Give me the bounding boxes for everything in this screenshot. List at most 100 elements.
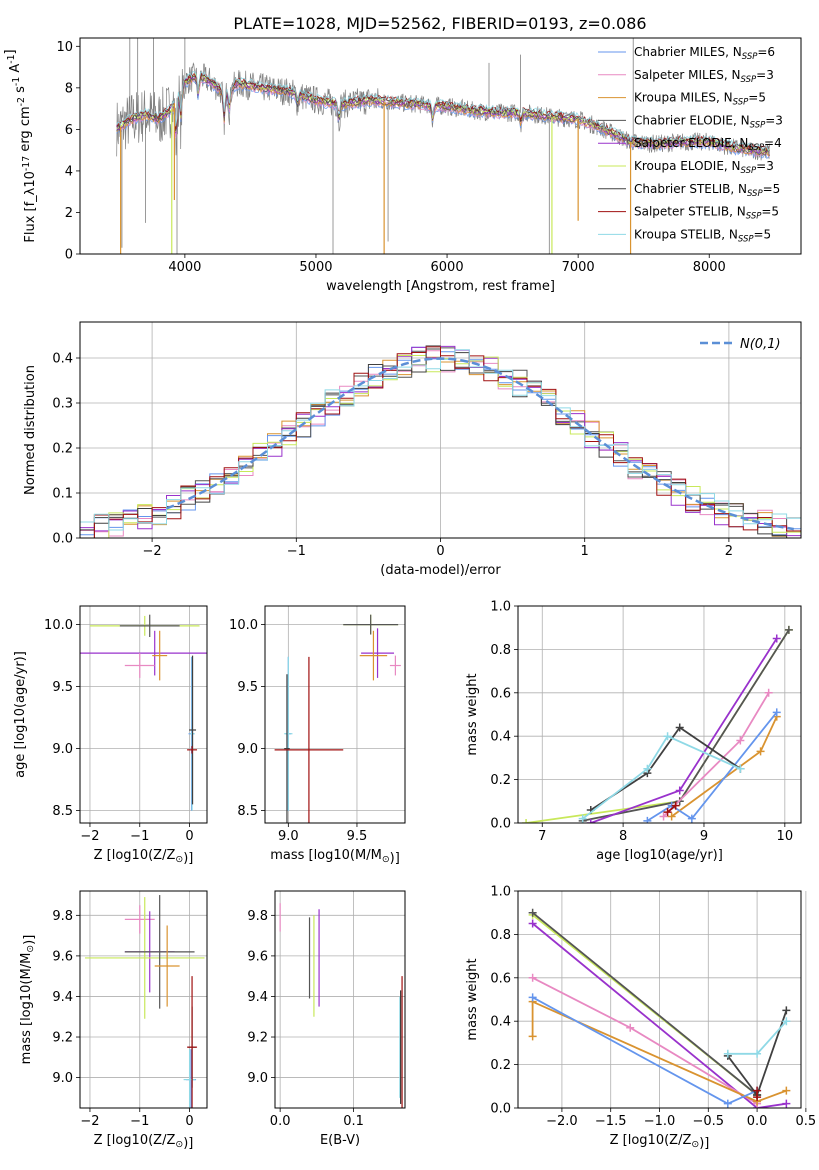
errorbar-point-S_STELIB [187, 746, 198, 754]
plot-area-spectrum [116, 38, 770, 254]
panel-weight_vs_Z: −2.0 −1.5 −1.0 −0.5 0.0 0.5 0.0 0.2 0.4 0.6 0.8 1.0… [465, 885, 816, 1152]
x-tick-label: −2 [80, 829, 99, 844]
weight-marker [528, 973, 537, 982]
y-tick-label: 0.8 [490, 643, 511, 658]
x-axis-label: Z [log10(Z/Z⊙)] [610, 1133, 710, 1151]
y-tick-label: 0.0 [52, 532, 73, 547]
legend-label: Kroupa ELODIE, NSSP=3 [634, 159, 774, 176]
y-tick-label: 9.8 [52, 909, 73, 924]
x-tick-label: 10 [777, 829, 794, 844]
y-tick-label: 8.5 [237, 804, 258, 819]
plot-area-mass_vs_Z [84, 895, 205, 1108]
axes-frame-spectrum: 4000 5000 6000 7000 8000 0 2 4 6 8 10 wavelength [A… [3, 37, 802, 294]
weight-marker [528, 919, 537, 928]
y-tick-label: 9.5 [237, 680, 258, 695]
plot-area-residuals [80, 345, 801, 538]
errorbar-point-S_MILES [389, 655, 401, 676]
x-tick-label: 5000 [299, 260, 332, 275]
x-tick-label: 7000 [562, 260, 595, 275]
histogram-S_STELIB [80, 346, 801, 538]
y-tick-label: 0.0 [490, 1102, 511, 1117]
weight-marker [663, 732, 672, 741]
axes-spines [79, 890, 208, 1109]
x-axis-label: Z [log10(Z/Z⊙)] [94, 1133, 194, 1151]
x-tick-label: −0.5 [693, 1114, 725, 1129]
x-tick-label: 8 [619, 829, 627, 844]
x-axis-label: mass [log10(M/M⊙)] [270, 848, 400, 866]
plot-area-mass_vs_EBV [279, 903, 403, 1108]
y-tick-label: 0 [65, 248, 73, 263]
y-tick-label: 0.1 [52, 487, 73, 502]
y-tick-label: 9.4 [247, 990, 268, 1005]
legend-label: Kroupa STELIB, NSSP=5 [634, 227, 771, 244]
weight-marker [675, 786, 684, 795]
x-tick-label: 0.0 [270, 1114, 291, 1129]
y-tick-label: 8.5 [52, 804, 73, 819]
errorbar-point-K_ELODIE [84, 897, 205, 1019]
weight-marker [643, 764, 652, 773]
weight-marker [528, 908, 537, 917]
panel-mass_vs_Z: −2 −1 0 9.0 9.2 9.4 9.6 9.8 Z [log10(Z/Z⊙)] mass … [19, 890, 208, 1151]
y-tick-label: 1.0 [490, 600, 511, 615]
y-tick-label: 10.0 [44, 618, 73, 633]
legend-label-gaussian: N(0,1) [740, 337, 781, 352]
legend-label: Kroupa MILES, NSSP=5 [634, 91, 766, 108]
y-axis-label: Normed distribution [23, 365, 38, 495]
weight-series-K_MILES [667, 712, 781, 821]
x-tick-label: 1 [581, 544, 589, 559]
axes-frame-mass_vs_EBV: 0.0 0.1 9.0 9.2 9.4 9.6 9.8 E(B-V) [247, 890, 406, 1148]
spectrum-legend: Chabrier MILES, NSSP=6 Salpeter MILES, NS… [598, 45, 783, 244]
x-tick-label: 9 [700, 829, 708, 844]
y-tick-label: 9.4 [52, 990, 73, 1005]
errorbar-point-C_ELODIE [343, 614, 399, 635]
y-tick-label: 9.6 [247, 949, 268, 964]
x-tick-label: −1 [287, 544, 306, 559]
legend-label: Chabrier STELIB, NSSP=5 [634, 182, 780, 199]
x-tick-label: 0 [436, 544, 444, 559]
x-tick-label: 0.5 [796, 1114, 817, 1129]
legend-label: Salpeter STELIB, NSSP=5 [634, 205, 779, 222]
x-tick-label: −1.5 [595, 1114, 627, 1129]
legend-label: Chabrier ELODIE, NSSP=3 [634, 113, 783, 130]
weight-series-S_MILES [528, 973, 762, 1108]
errorbar-point-K_MILES [359, 630, 388, 681]
x-tick-label: 0 [185, 1114, 193, 1129]
x-tick-label: 9.0 [278, 829, 299, 844]
weight-series-S_STELIB [753, 1086, 762, 1102]
weight-line [531, 1000, 787, 1103]
model-spectrum-K_STELIB [116, 71, 770, 152]
plot-area-age_vs_Z [80, 614, 207, 811]
y-axis-label: age [log10(age/yr)] [13, 651, 28, 778]
weight-marker [782, 1099, 791, 1108]
errorbar-point-C_ELODIE [124, 895, 195, 1009]
y-tick-label: 0.2 [490, 773, 511, 788]
x-tick-label: 9.5 [347, 829, 368, 844]
panel-weight_vs_age: 7 8 9 10 0.0 0.2 0.4 0.6 0.8 1.0 age [log10(age/yr… [465, 600, 802, 863]
y-axis-label: mass weight [465, 673, 480, 755]
weight-line [532, 922, 787, 1108]
axes-spines [264, 605, 406, 824]
errorbar-point-K_STELIB [183, 1049, 196, 1108]
errorbar-point-K_MILES [152, 630, 168, 681]
y-tick-label: 9.2 [247, 1031, 268, 1046]
y-tick-label: 9.5 [52, 680, 73, 695]
weight-marker [643, 816, 652, 823]
weight-marker [736, 764, 745, 773]
plot-area-age_vs_mass [274, 614, 401, 823]
y-tick-label: 0.8 [490, 928, 511, 943]
weight-marker [675, 723, 684, 732]
x-tick-label: −1 [130, 1114, 149, 1129]
gaussian-curve [166, 357, 795, 531]
x-tick-label: 4000 [168, 260, 201, 275]
weight-marker [578, 814, 587, 823]
weight-marker [753, 1086, 762, 1095]
weight-marker [659, 812, 668, 821]
x-tick-label: −2 [143, 544, 162, 559]
weight-marker [723, 1049, 732, 1058]
x-tick-label: 0 [185, 829, 193, 844]
x-axis-label: age [log10(age/yr)] [596, 848, 723, 863]
x-tick-label: 7 [538, 829, 546, 844]
